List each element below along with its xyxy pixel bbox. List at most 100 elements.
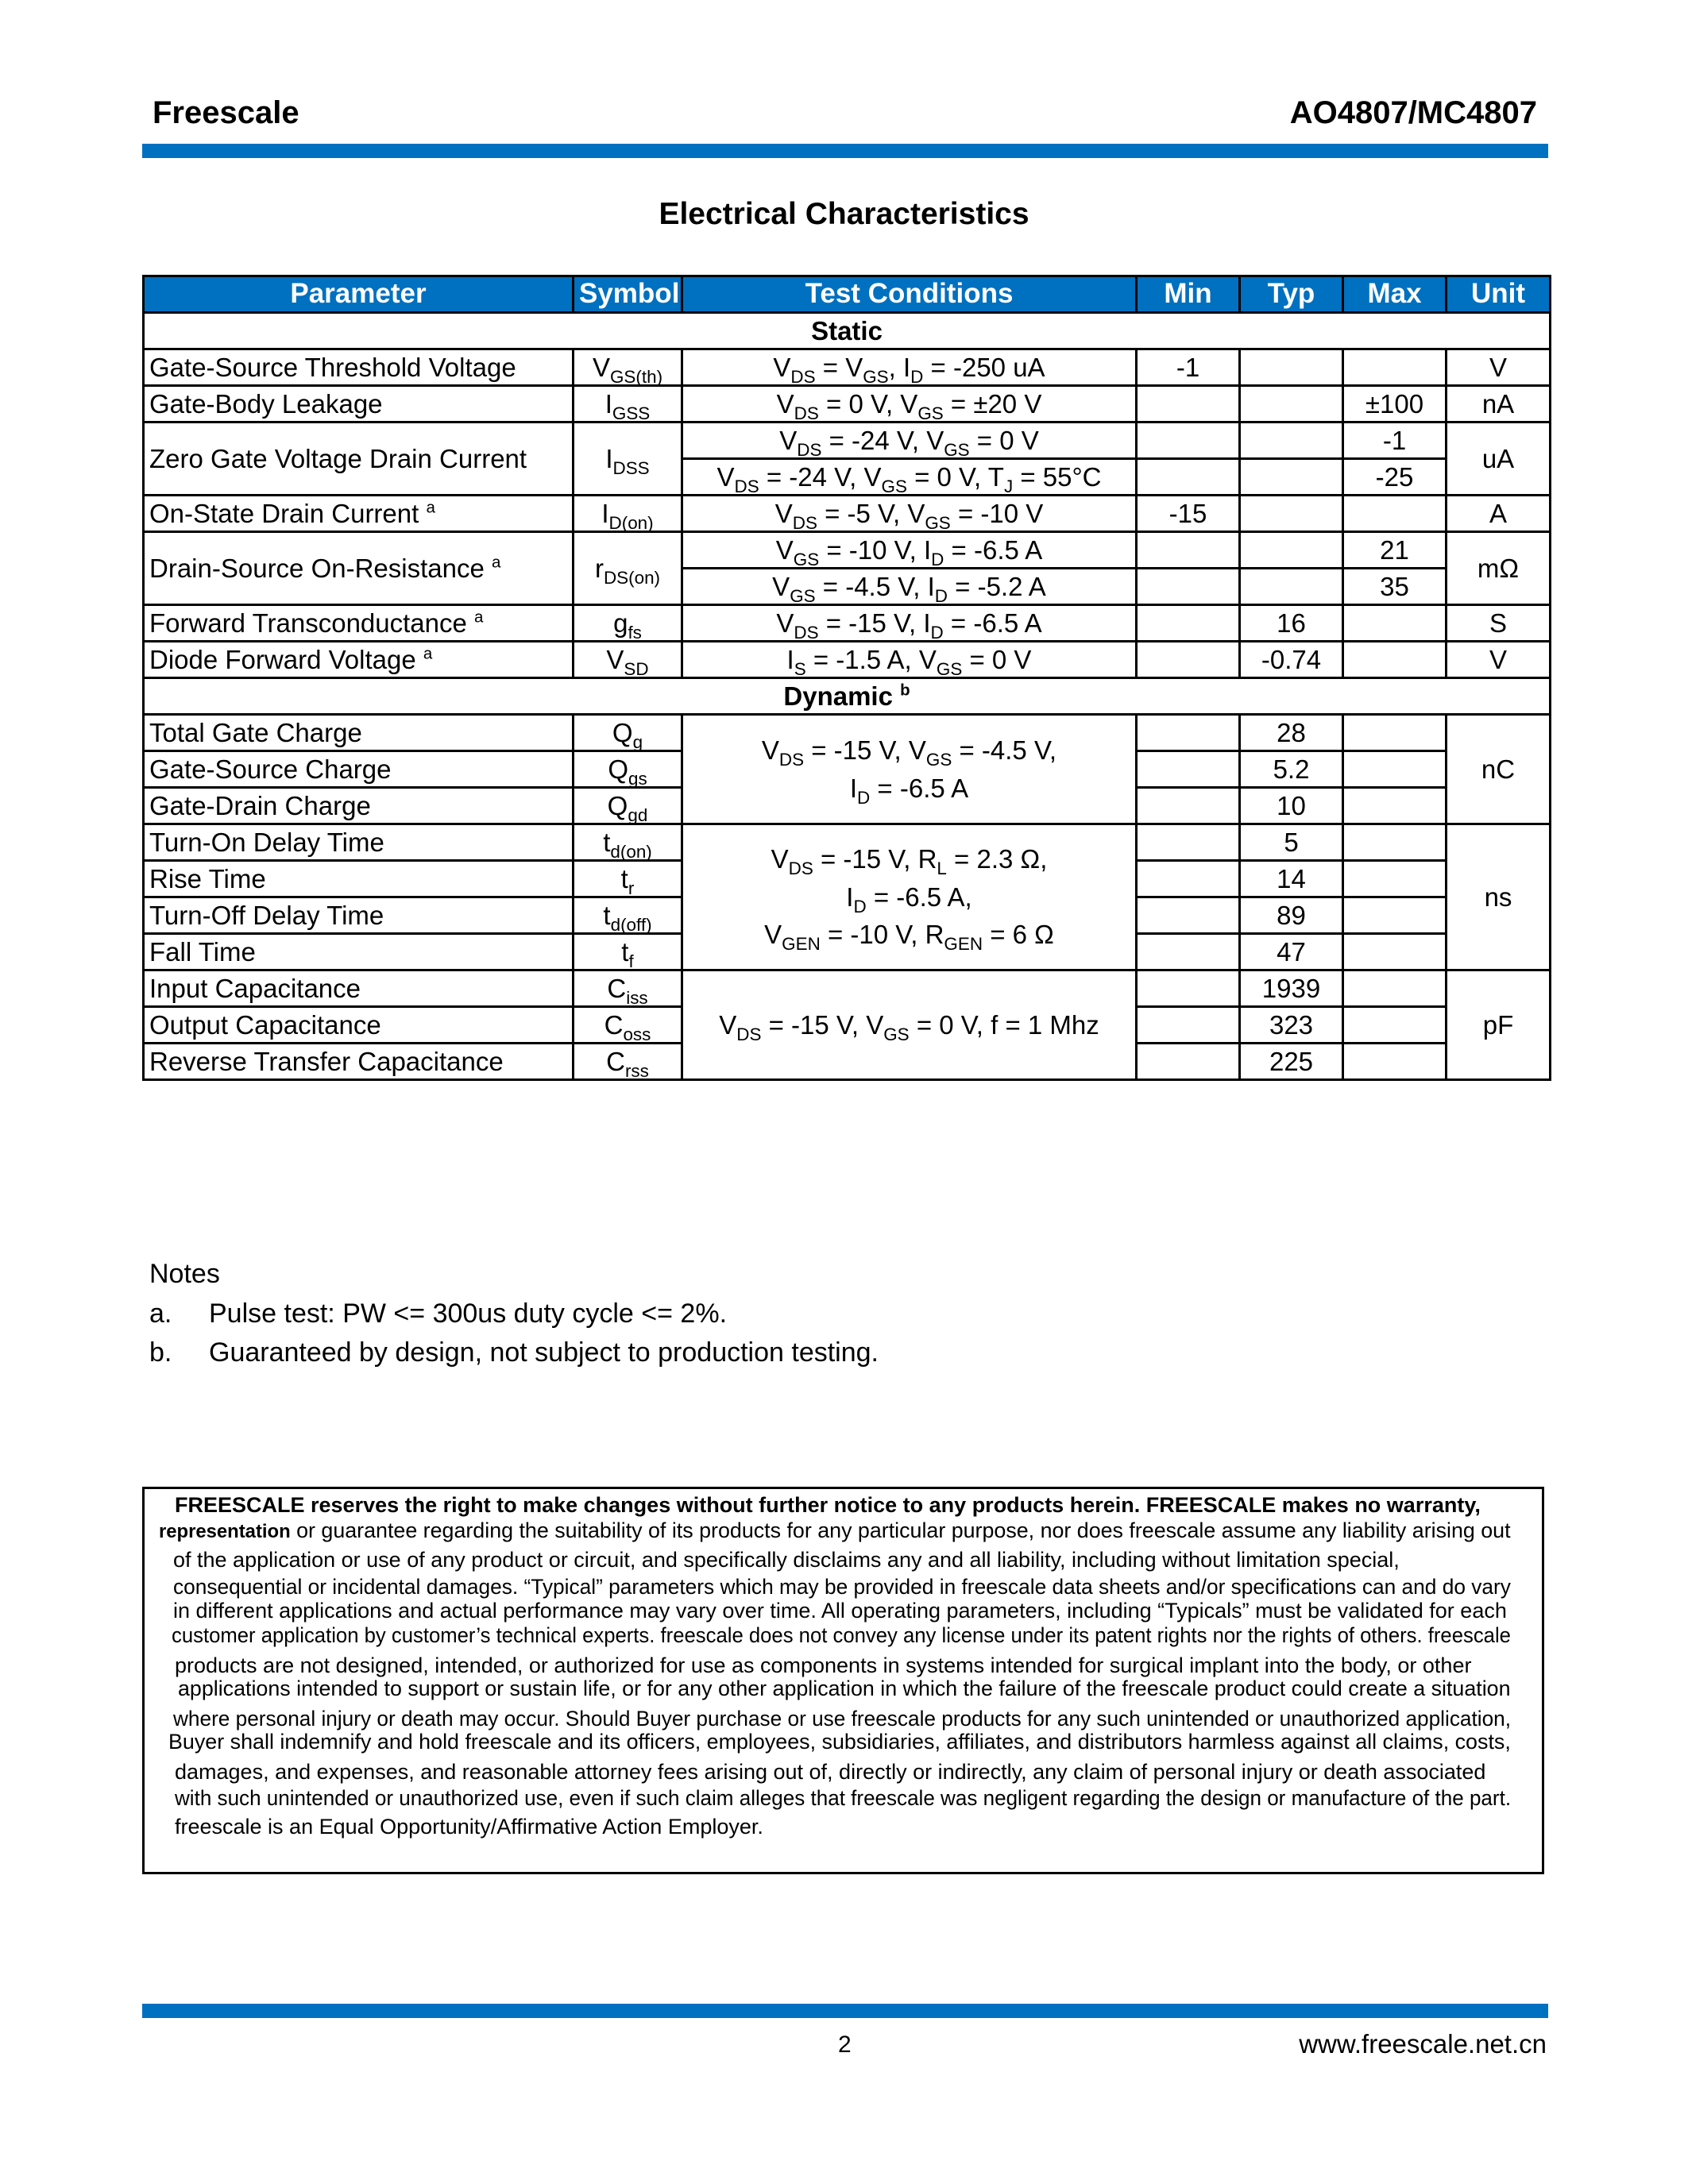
table-cell <box>1342 932 1447 971</box>
table-cell: VDS = -24 V, VGS = 0 V, TJ = 55°C <box>681 457 1138 496</box>
disclaimer-line: where personal injury or death may occur… <box>173 1707 1511 1731</box>
note-letter: a. <box>149 1298 172 1329</box>
table-row: Drain-Source On-Resistance a rDS(on) VGS =… <box>142 531 1551 606</box>
table-cell: VDS = -15 V, VGS = 0 V, f = 1 Mhz <box>681 969 1138 1081</box>
disclaimer-line: in different applications and actual per… <box>173 1599 1507 1623</box>
table-cell: 21 <box>1342 531 1447 569</box>
table-row: Total Gate Charge Qg VDS = -15 V, VGS = -4… <box>142 713 1551 825</box>
table-cell <box>1135 859 1241 898</box>
table-cell: -25 <box>1342 457 1447 496</box>
disclaimer-text: with such unintended or unauthorized use… <box>175 1786 1512 1810</box>
table-cell <box>1135 1005 1241 1044</box>
table-row: VDS = -24 V, VGS = 0 V, TJ = 55°C -25 <box>144 457 1551 496</box>
table-cell: 1939 <box>1238 969 1344 1008</box>
table-cell <box>1135 713 1241 752</box>
table-cell <box>1135 969 1241 1008</box>
table-cell: td(on) <box>572 823 683 862</box>
column-header-min: Min <box>1135 275 1241 314</box>
table-cell: 47 <box>1238 932 1344 971</box>
table-cell: VDS = -24 V, VGS = 0 V <box>681 421 1138 460</box>
table-cell: ±100 <box>1342 384 1447 423</box>
table-cell: VDS = -15 V, RL = 2.3 Ω, ID = -6.5 A, VGEN… <box>681 823 1138 971</box>
table-cell: 225 <box>1238 1042 1344 1081</box>
table-cell: -0.74 <box>1238 640 1344 679</box>
parameter-cell: Turn-On Delay Time <box>142 823 574 862</box>
disclaimer-text: or guarantee regarding the suitability o… <box>290 1518 1511 1542</box>
parameter-cell: Fall Time <box>142 932 574 971</box>
table-cell: A <box>1445 494 1551 533</box>
parameter-cell: Gate-Source Charge <box>142 750 574 789</box>
disclaimer-text: damages, and expenses, and reasonable at… <box>175 1760 1486 1784</box>
table-cell: mΩ <box>1445 531 1551 606</box>
table-cell <box>1342 640 1447 679</box>
table-cell <box>1238 457 1344 496</box>
section-heading: Dynamic b <box>142 677 1551 716</box>
table-cell <box>1135 896 1241 935</box>
disclaimer-line: of the application or use of any product… <box>173 1548 1400 1572</box>
table-cell <box>1135 750 1241 789</box>
disclaimer-text: where personal injury or death may occur… <box>173 1707 1512 1731</box>
note-item: a. Pulse test: PW <= 300us duty cycle <= … <box>149 1295 879 1334</box>
table-cell: ID(on) <box>572 494 683 533</box>
table-row: Gate-Drain Charge Qgd 10 <box>142 786 1551 825</box>
table-cell: gfs <box>572 604 683 642</box>
table-cell <box>1135 1042 1241 1081</box>
disclaimer-line: damages, and expenses, and reasonable at… <box>175 1760 1485 1785</box>
column-header-test-conditions: Test Conditions <box>681 275 1138 314</box>
website-url: www.freescale.net.cn <box>1299 2029 1547 2059</box>
part-number: AO4807/MC4807 <box>1289 95 1537 130</box>
table-cell: S <box>1445 604 1551 642</box>
table-row: Input Capacitance Ciss VDS = -15 V, VGS = … <box>142 969 1551 1081</box>
notes-heading: Notes <box>149 1259 220 1289</box>
electrical-characteristics-table: Parameter Symbol Test Conditions Min Typ Max U… <box>142 275 1551 1081</box>
table-cell: IGSS <box>572 384 683 423</box>
disclaimer-text: applications intended to support or sust… <box>178 1677 1511 1700</box>
section-heading: Static <box>142 311 1551 350</box>
parameter-cell: Total Gate Charge <box>142 713 574 752</box>
table-cell <box>1342 1042 1447 1081</box>
parameter-cell: Output Capacitance <box>142 1005 574 1044</box>
table-cell: nA <box>1445 384 1551 423</box>
column-header-unit: Unit <box>1445 275 1551 314</box>
page-number: 2 <box>838 2032 852 2058</box>
table-cell <box>1135 567 1241 606</box>
table-cell: -1 <box>1342 421 1447 460</box>
table-cell <box>1135 531 1241 569</box>
parameter-cell: Gate-Source Threshold Voltage <box>142 348 574 387</box>
table-cell <box>1238 348 1344 387</box>
disclaimer-text: in different applications and actual per… <box>173 1599 1507 1623</box>
parameter-cell: Forward Transconductance a <box>142 604 574 642</box>
table-cell: Coss <box>572 1005 683 1044</box>
table-cell <box>1238 421 1344 460</box>
header-accent-bar <box>142 144 1548 158</box>
table-cell: td(off) <box>572 896 683 935</box>
table-cell: VGS(th) <box>572 348 683 387</box>
table-cell <box>1135 457 1241 496</box>
table-cell <box>1135 604 1241 642</box>
disclaimer-text: Buyer shall indemnify and hold freescale… <box>168 1730 1511 1754</box>
disclaimer-line: FREESCALE reserves the right to make cha… <box>175 1493 1481 1518</box>
disclaimer-line: consequential or incidental damages. “Ty… <box>173 1575 1511 1599</box>
table-row: On-State Drain Current a ID(on) VDS = -5 V… <box>142 494 1551 533</box>
table-row: Output Capacitance Coss 323 <box>142 1005 1551 1044</box>
table-cell: V <box>1445 640 1551 679</box>
table-row: Gate-Source Charge Qgs 5.2 <box>142 750 1551 789</box>
table-row: Rise Time tr 14 <box>142 859 1551 898</box>
table-cell: -15 <box>1135 494 1241 533</box>
disclaimer-text: consequential or incidental damages. “Ty… <box>173 1575 1511 1599</box>
table-cell <box>1342 969 1447 1008</box>
table-cell: Qg <box>572 713 683 752</box>
table-cell: 323 <box>1238 1005 1344 1044</box>
table-cell: VGS = -10 V, ID = -6.5 A <box>681 531 1138 569</box>
table-cell <box>1135 932 1241 971</box>
table-cell <box>1238 384 1344 423</box>
table-row: Turn-On Delay Time td(on) VDS = -15 V, RL … <box>142 823 1551 971</box>
note-item: b. Guaranteed by design, not subject to p… <box>149 1333 879 1373</box>
table-cell <box>1342 823 1447 862</box>
notes: Notes a. Pulse test: PW <= 300us duty cyc… <box>149 1255 879 1373</box>
table-cell <box>1342 713 1447 752</box>
table-cell: nC <box>1445 713 1551 825</box>
parameter-cell: Input Capacitance <box>142 969 574 1008</box>
parameter-cell: Diode Forward Voltage a <box>142 640 574 679</box>
table-cell: VDS = -5 V, VGS = -10 V <box>681 494 1138 533</box>
